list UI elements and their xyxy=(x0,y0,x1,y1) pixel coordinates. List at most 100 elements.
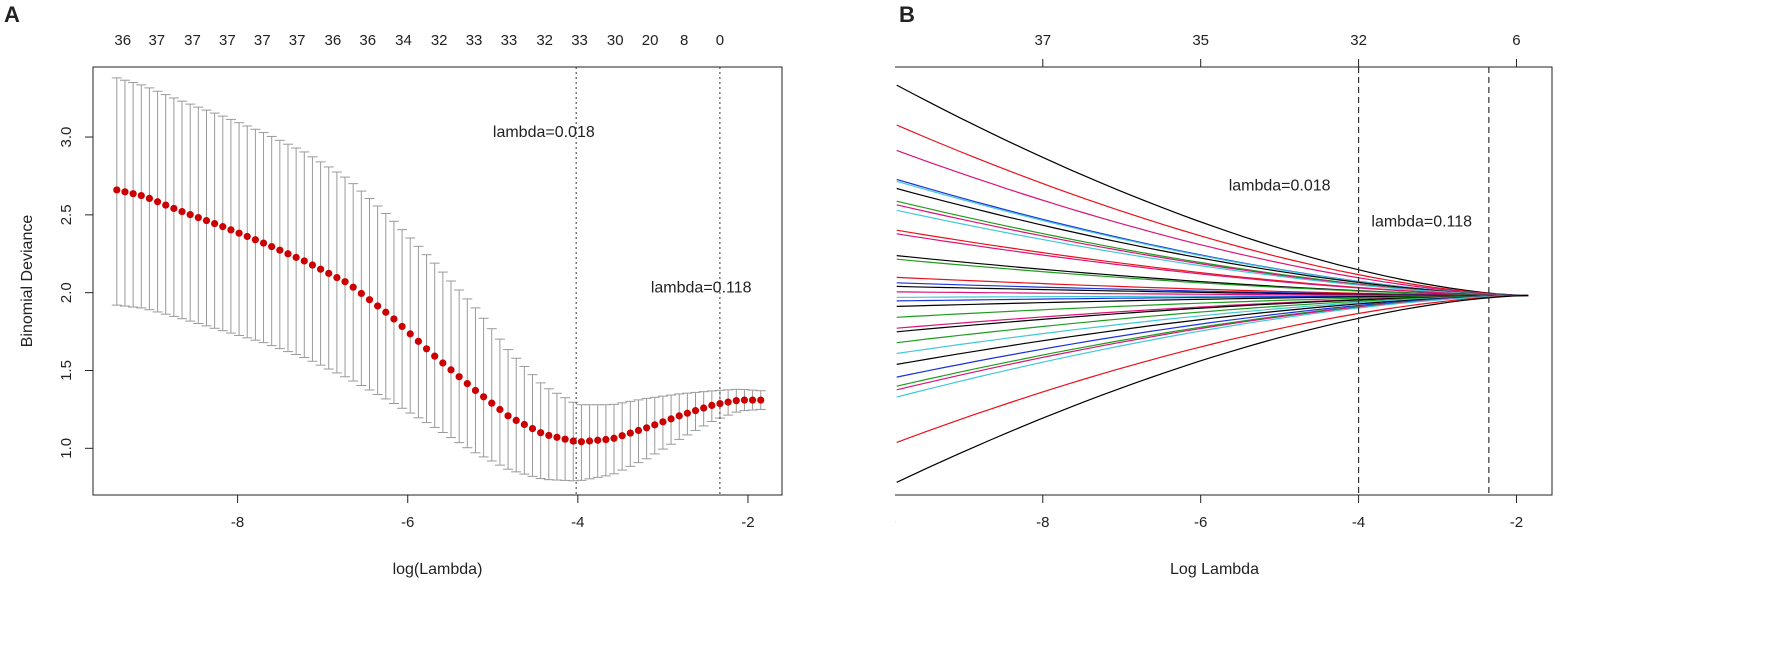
mean-point xyxy=(740,396,749,404)
mean-point xyxy=(659,418,667,426)
coefficient-path xyxy=(896,294,1529,344)
coefficient-path xyxy=(896,294,1529,443)
mean-point xyxy=(170,204,178,213)
mean-point xyxy=(626,429,634,437)
x-axis-title: log(Lambda) xyxy=(393,561,483,578)
mean-point xyxy=(455,373,463,381)
x-tick-label: -4 xyxy=(571,514,584,531)
mean-point xyxy=(268,243,276,251)
coefficient-path xyxy=(896,124,1529,297)
mean-point xyxy=(504,412,512,420)
mean-point xyxy=(129,190,137,198)
mean-point xyxy=(675,412,683,420)
mean-point xyxy=(259,239,268,247)
top-axis-label: 32 xyxy=(536,32,553,49)
mean-point xyxy=(748,396,757,404)
coefficient-path xyxy=(896,84,1529,297)
mean-point xyxy=(186,211,194,219)
coefficient-path xyxy=(896,294,1529,365)
mean-point xyxy=(447,366,455,374)
x-tick-label: -4 xyxy=(1352,514,1365,531)
top-axis-label: 37 xyxy=(1034,32,1051,49)
mean-point xyxy=(691,407,700,415)
mean-point xyxy=(308,261,317,269)
coefficient-path xyxy=(896,294,1529,483)
x-tick-label: -8 xyxy=(1036,514,1049,531)
mean-point xyxy=(341,278,349,286)
mean-point xyxy=(537,429,545,437)
mean-point xyxy=(577,438,586,446)
mean-point xyxy=(683,409,691,417)
mean-point xyxy=(651,421,659,429)
mean-point xyxy=(292,253,300,261)
mean-point xyxy=(251,236,259,244)
mean-point xyxy=(227,226,235,234)
mean-point xyxy=(374,302,382,310)
y-tick-label: 1.5 xyxy=(58,360,75,381)
top-axis-label: 30 xyxy=(607,32,624,49)
mean-point xyxy=(643,424,651,432)
x-tick-label: -6 xyxy=(401,514,414,531)
mean-point xyxy=(137,191,145,200)
top-axis-label: 32 xyxy=(1350,32,1367,49)
mean-point xyxy=(496,405,504,414)
coefficient-path xyxy=(896,294,1529,333)
mean-point xyxy=(724,398,732,406)
mean-point xyxy=(219,223,227,231)
coefficient-paths xyxy=(896,84,1529,483)
mean-point xyxy=(276,246,284,254)
mean-points xyxy=(113,186,765,446)
mean-point xyxy=(431,352,439,360)
top-axis-label: 35 xyxy=(1192,32,1209,49)
mean-point xyxy=(235,229,243,237)
coefficient-path xyxy=(896,233,1529,297)
y-tick-label: 2.5 xyxy=(58,204,75,225)
mean-point xyxy=(634,426,643,435)
top-axis-label: 33 xyxy=(501,32,518,49)
mean-point xyxy=(162,201,170,209)
mean-point xyxy=(406,330,414,338)
x-tick-label: -8 xyxy=(231,514,244,531)
mean-point xyxy=(610,434,618,442)
mean-point xyxy=(528,425,537,433)
mean-point xyxy=(618,432,626,440)
lambda-annotation: lambda=0.118 xyxy=(1371,214,1472,231)
mean-point xyxy=(113,186,121,194)
mean-point xyxy=(357,289,365,298)
mean-point xyxy=(178,208,186,216)
mean-point xyxy=(153,198,162,206)
top-axis-label: 37 xyxy=(219,32,236,49)
mean-point xyxy=(202,216,211,225)
mean-point xyxy=(569,437,577,445)
chart-b-coefficient-paths: B-10-8-6-4-2-4-20246363735326Log LambdaC… xyxy=(895,2,1553,578)
mean-point xyxy=(488,399,496,407)
mean-point xyxy=(708,401,716,410)
y-tick-label: 1.0 xyxy=(58,438,75,459)
coefficient-path xyxy=(896,180,1529,297)
mean-point xyxy=(520,420,528,429)
panel-label: A xyxy=(4,2,20,27)
top-axis-label: 6 xyxy=(1512,32,1520,49)
mean-point xyxy=(365,296,374,304)
mean-point xyxy=(471,386,480,395)
y-axis-title: Binomial Deviance xyxy=(19,215,36,348)
x-axis-title: Log Lambda xyxy=(1170,561,1259,578)
top-axis-label: 37 xyxy=(254,32,271,49)
x-tick-label: -10 xyxy=(895,514,896,531)
mean-point xyxy=(211,219,219,228)
mean-point xyxy=(422,345,431,353)
y-tick-label: 3.0 xyxy=(58,127,75,148)
mean-point xyxy=(243,232,251,241)
mean-point xyxy=(325,269,333,277)
mean-point xyxy=(585,437,594,445)
top-axis-label: 32 xyxy=(431,32,448,49)
mean-point xyxy=(553,433,561,441)
lambda-annotation: lambda=0.118 xyxy=(651,280,752,297)
coefficient-path xyxy=(896,209,1529,297)
mean-point xyxy=(545,431,553,440)
mean-point xyxy=(145,194,154,202)
top-axis-label: 37 xyxy=(148,32,165,49)
mean-point xyxy=(398,322,406,331)
mean-point xyxy=(512,416,520,425)
